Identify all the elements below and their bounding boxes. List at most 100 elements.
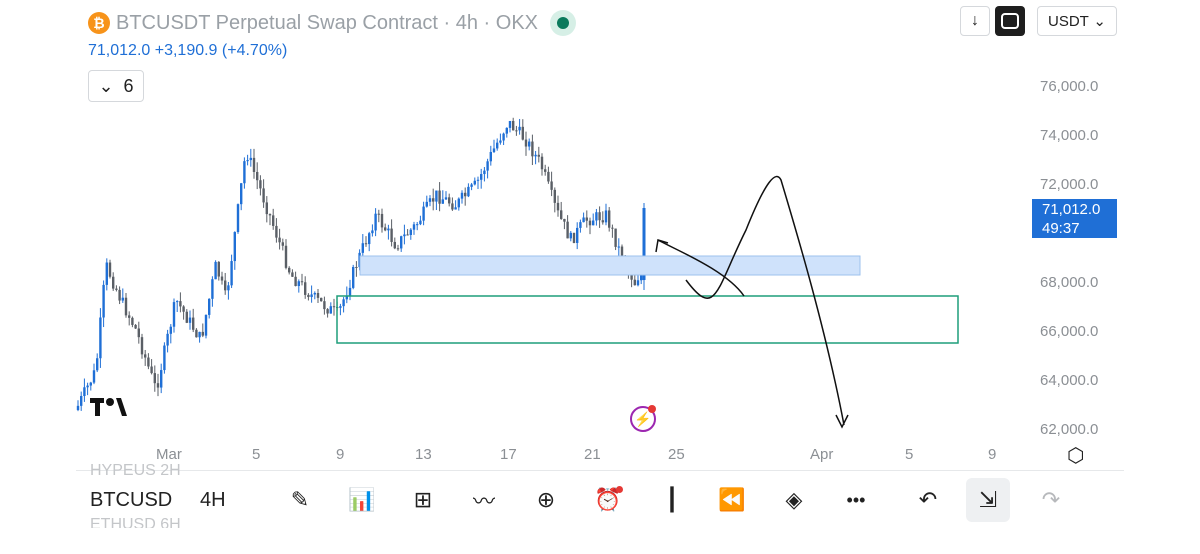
watchlist-next[interactable]: ETHUSD 6H	[90, 516, 181, 528]
candle-body	[99, 317, 102, 359]
chart-header: ₿ BTCUSDT Perpetual Swap Contract · 4h ·…	[88, 8, 577, 38]
candle-body	[611, 227, 614, 229]
undo-icon[interactable]: ↶	[918, 487, 938, 512]
candle-body	[112, 276, 115, 289]
candle-body	[588, 220, 592, 226]
candle-body	[140, 337, 144, 355]
candle-body	[540, 156, 544, 170]
candle-body	[246, 160, 249, 162]
demand-zone-green	[336, 295, 959, 344]
candle-body	[268, 214, 272, 216]
candle-body	[288, 267, 291, 273]
layers-icon[interactable]: ◈	[785, 487, 803, 512]
candle-body	[220, 276, 224, 281]
candle-body	[633, 279, 636, 286]
candle-body	[131, 317, 134, 325]
candle-body	[105, 262, 108, 285]
alert-clock-icon[interactable]: ⏰	[594, 487, 622, 512]
candle-body	[281, 242, 284, 246]
candle-body	[524, 139, 528, 147]
candle-body	[147, 357, 150, 367]
candle-body	[396, 248, 400, 250]
layouts-grid-icon[interactable]: ⊞	[413, 487, 433, 512]
interval-label[interactable]: 4H	[200, 489, 226, 511]
candle-body	[294, 276, 297, 287]
candle-body	[563, 218, 566, 222]
candle-body	[182, 306, 185, 312]
compare-icon[interactable]: 〰	[472, 489, 495, 514]
candle-body	[252, 157, 256, 172]
candle-body	[483, 170, 486, 175]
candle-body	[556, 202, 560, 211]
last-price: 71,012.0	[1042, 201, 1101, 218]
candle-body	[534, 154, 537, 157]
candle-body	[451, 203, 454, 210]
candle-body	[300, 281, 304, 283]
collapse-icon[interactable]: ⇲	[966, 478, 1010, 522]
draw-pen-icon[interactable]: ✎	[290, 487, 310, 512]
candle-body	[316, 292, 320, 298]
candle-body	[435, 190, 438, 202]
arrowhead-up-icon	[655, 239, 669, 253]
candle-body	[86, 385, 89, 388]
candle-body	[236, 204, 240, 233]
fullscreen-icon	[1001, 13, 1019, 29]
candle-body	[329, 306, 332, 314]
currency-label: USDT	[1048, 12, 1089, 30]
candle-body	[492, 148, 496, 152]
candle-body	[102, 284, 105, 318]
candle-body	[428, 198, 432, 202]
candle-body	[409, 229, 412, 235]
candle-body	[323, 301, 326, 310]
add-icon[interactable]: ⊕	[536, 487, 556, 512]
candle-body	[361, 243, 364, 253]
candle-body	[278, 237, 281, 243]
lightning-icon[interactable]: ⚡	[630, 406, 656, 432]
candle-body	[355, 266, 358, 268]
scroll-latest-button[interactable]: ↓	[960, 6, 990, 36]
candle-body	[368, 233, 371, 245]
market-status-icon[interactable]	[550, 10, 577, 36]
candle-body	[416, 224, 419, 226]
candle-body	[569, 232, 572, 239]
candle-body	[384, 227, 387, 231]
indicator-count: 6	[123, 75, 134, 96]
candle-body	[284, 245, 288, 268]
redo-icon[interactable]: ↷	[1041, 487, 1061, 512]
supply-demand-zone-blue	[359, 255, 861, 276]
candle-body	[531, 141, 534, 157]
currency-select[interactable]: USDT ⌄	[1037, 6, 1117, 36]
indicators-chart-icon[interactable]: 📊	[348, 487, 376, 512]
candle-body	[364, 243, 368, 245]
replay-icon[interactable]: ⏪	[718, 487, 746, 512]
candle-body	[96, 358, 99, 371]
price-axis-label: 62,000.0	[1040, 421, 1099, 438]
chevron-down-icon: ⌄	[98, 75, 114, 96]
indicators-toggle-button[interactable]: ⌄ 6	[88, 70, 144, 102]
symbol-label[interactable]: BTCUSD	[90, 489, 173, 511]
candle-body	[214, 261, 217, 280]
candle-body	[412, 224, 416, 230]
candle-body	[480, 174, 483, 180]
candle-body	[566, 221, 569, 239]
candle-body	[406, 234, 409, 236]
candle-body	[134, 324, 137, 329]
candles-icon[interactable]: ┃	[665, 487, 679, 512]
fullscreen-button[interactable]	[995, 6, 1025, 36]
candle-body	[307, 294, 310, 298]
candle-body	[457, 198, 460, 208]
chart-settings-icon[interactable]: ⬡	[1067, 445, 1085, 467]
time-axis-label: 21	[584, 446, 601, 463]
candle-body	[265, 202, 268, 215]
notification-dot	[648, 405, 656, 413]
watchlist-prev[interactable]: HYPEUS 2H	[90, 462, 181, 479]
candle-body	[636, 280, 640, 286]
candle-body	[620, 246, 624, 261]
symbol-title[interactable]: BTCUSDT Perpetual Swap Contract · 4h · O…	[116, 11, 539, 34]
candle-body	[486, 161, 489, 171]
candle-body	[512, 120, 515, 131]
candle-body	[179, 301, 182, 307]
alert-badge	[616, 486, 623, 493]
more-icon[interactable]: •••	[846, 489, 866, 510]
price-chart[interactable]	[76, 0, 1124, 470]
